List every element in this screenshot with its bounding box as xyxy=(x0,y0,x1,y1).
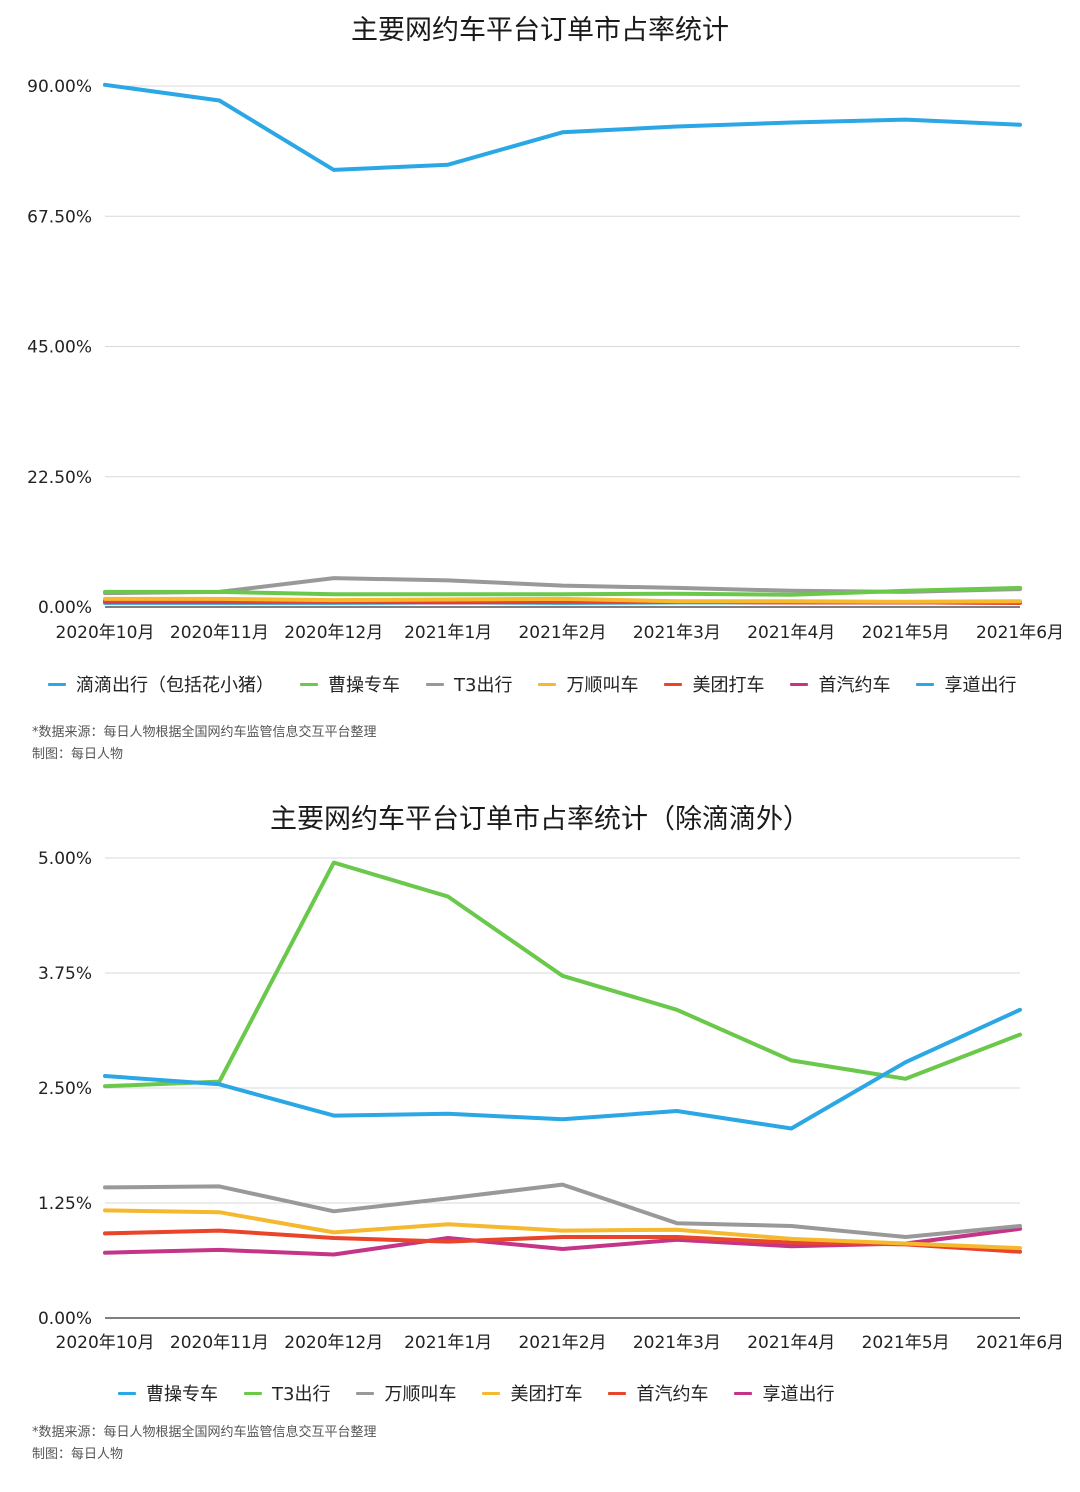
legend-swatch xyxy=(482,1391,501,1395)
y-tick-label: 22.50% xyxy=(27,468,92,488)
chart-title: 主要网约车平台订单市占率统计 xyxy=(351,15,729,46)
legend-swatch xyxy=(608,1391,627,1395)
legend-item: T3出行 xyxy=(244,1380,330,1406)
legend-item: 首汽约车 xyxy=(790,671,890,697)
x-tick-label: 2021年1月 xyxy=(404,1333,492,1353)
x-tick-label: 2021年6月 xyxy=(976,1333,1064,1353)
legend-label: 滴滴出行（包括花小猪） xyxy=(76,675,274,696)
x-tick-label: 2021年6月 xyxy=(976,623,1064,643)
x-tick-label: 2021年5月 xyxy=(862,623,950,643)
source-note-line: *数据来源：每日人物根据全国网约车监管信息交互平台整理 xyxy=(32,1425,377,1440)
legend-item: 享道出行 xyxy=(734,1380,834,1406)
credit-note-line: 制图：每日人物 xyxy=(32,747,124,762)
legend-swatch xyxy=(790,682,809,686)
chart-plot-2: 0.00% 1.25% 2.50% 3.75% 5.00% 2020年10月 2020年11… xyxy=(38,849,1064,1353)
legend-label: T3出行 xyxy=(454,675,513,696)
x-tick-label: 2020年11月 xyxy=(170,623,269,643)
x-tick-label: 2021年4月 xyxy=(747,1333,835,1353)
x-tick-label: 2020年10月 xyxy=(56,1333,155,1353)
legend-swatch xyxy=(118,1391,136,1395)
y-tick-label: 0.00% xyxy=(38,1309,92,1329)
legend-swatch xyxy=(426,682,444,686)
y-tick-label: 1.25% xyxy=(38,1194,92,1214)
y-tick-label: 67.50% xyxy=(27,207,92,227)
x-tick-label: 2021年3月 xyxy=(633,1333,721,1353)
chart-legend-2: 曹操专车 T3出行 万顺叫车 美团打车 首汽约车 享道出行 xyxy=(0,1380,1080,1406)
legend-item: 享道出行 xyxy=(916,671,1016,697)
series-line-2 xyxy=(103,860,1022,1089)
source-note-1: *数据来源：每日人物根据全国网约车监管信息交互平台整理 制图：每日人物 xyxy=(32,722,377,766)
x-tick-label: 2020年11月 xyxy=(170,1333,269,1353)
series-line-1 xyxy=(103,82,1022,172)
y-tick-label: 45.00% xyxy=(27,338,92,358)
chart-plot-1: 0.00% 22.50% 45.00% 67.50% 90.00% 2020年10月 202… xyxy=(27,77,1064,643)
legend-label: 首汽约车 xyxy=(818,675,891,696)
legend-label: T3出行 xyxy=(272,1384,331,1405)
x-tick-label: 2020年12月 xyxy=(284,1333,383,1353)
x-tick-label: 2021年2月 xyxy=(518,623,606,643)
legend-item: 美团打车 xyxy=(664,671,764,697)
legend-item: T3出行 xyxy=(426,671,512,697)
legend-swatch xyxy=(244,1391,262,1395)
source-note-2: *数据来源：每日人物根据全国网约车监管信息交互平台整理 制图：每日人物 xyxy=(32,1422,377,1466)
legend-item: 首汽约车 xyxy=(608,1380,708,1406)
x-tick-label: 2021年4月 xyxy=(747,623,835,643)
chart-panel-1: 主要网约车平台订单市占率统计 0.00% 22.50% 45.00% 67.50% 90… xyxy=(0,15,1080,766)
legend-swatch xyxy=(734,1391,753,1395)
x-tick-label: 2021年3月 xyxy=(633,623,721,643)
legend-swatch xyxy=(538,682,557,686)
series-line-4 xyxy=(103,596,1022,604)
legend-swatch xyxy=(664,682,683,686)
legend-swatch xyxy=(300,682,318,686)
legend-label: 美团打车 xyxy=(692,675,765,696)
x-tick-label: 2021年2月 xyxy=(518,1333,606,1353)
y-tick-label: 5.00% xyxy=(38,849,92,869)
chart-panel-2: 主要网约车平台订单市占率统计（除滴滴外） 0.00% 1.25% 2.50% 3.75… xyxy=(0,785,1080,1485)
legend-item: 曹操专车 xyxy=(300,671,400,697)
legend-item: 万顺叫车 xyxy=(356,1380,456,1406)
y-tick-label: 2.50% xyxy=(38,1079,92,1099)
credit-note-line: 制图：每日人物 xyxy=(32,1447,124,1462)
legend-label: 万顺叫车 xyxy=(384,1384,457,1405)
chart-legend-1: 滴滴出行（包括花小猪） 曹操专车 T3出行 万顺叫车 美团打车 首汽约车 享道出行 xyxy=(0,671,1080,697)
legend-label: 享道出行 xyxy=(762,1384,835,1405)
source-note-line: *数据来源：每日人物根据全国网约车监管信息交互平台整理 xyxy=(32,725,377,740)
x-tick-label: 2021年1月 xyxy=(404,623,492,643)
legend-label: 曹操专车 xyxy=(328,675,400,696)
x-tick-label: 2020年10月 xyxy=(56,623,155,643)
legend-label: 万顺叫车 xyxy=(566,675,639,696)
legend-item: 滴滴出行（包括花小猪） xyxy=(48,671,274,697)
legend-item: 万顺叫车 xyxy=(538,671,638,697)
legend-label: 曹操专车 xyxy=(146,1384,218,1405)
y-tick-label: 3.75% xyxy=(38,964,92,984)
chart-title: 主要网约车平台订单市占率统计（除滴滴外） xyxy=(270,804,810,835)
legend-swatch xyxy=(48,682,66,686)
legend-swatch xyxy=(356,1391,375,1395)
legend-label: 享道出行 xyxy=(944,675,1017,696)
legend-label: 首汽约车 xyxy=(636,1384,709,1405)
series-line-3 xyxy=(103,1182,1022,1239)
series-line-4 xyxy=(103,1208,1022,1251)
x-tick-label: 2021年5月 xyxy=(862,1333,950,1353)
legend-item: 曹操专车 xyxy=(118,1380,218,1406)
legend-item: 美团打车 xyxy=(482,1380,582,1406)
y-tick-label: 0.00% xyxy=(38,598,92,618)
legend-swatch xyxy=(916,682,935,686)
legend-label: 美团打车 xyxy=(510,1384,583,1405)
x-tick-label: 2020年12月 xyxy=(284,623,383,643)
series-line-1 xyxy=(103,1007,1022,1131)
series-line-2 xyxy=(103,585,1022,597)
y-tick-label: 90.00% xyxy=(27,77,92,97)
